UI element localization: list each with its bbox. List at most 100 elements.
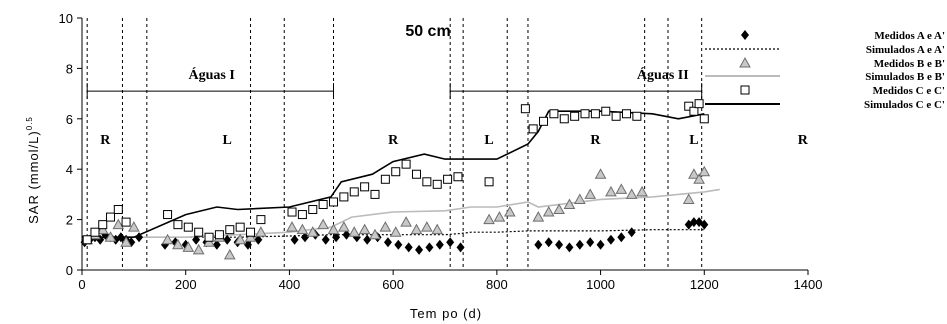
data-point [290, 234, 299, 245]
data-point [163, 210, 173, 220]
data-point [394, 239, 403, 250]
data-point [528, 124, 538, 134]
data-point [689, 106, 699, 116]
data-point [700, 219, 709, 230]
data-point [431, 223, 444, 235]
legend-label-2: Medidos B e B' [874, 58, 945, 70]
series-line-0 [81, 229, 705, 241]
data-point [106, 212, 116, 222]
data-point [214, 230, 224, 240]
data-point [234, 233, 247, 245]
data-point [590, 109, 600, 119]
data-point [570, 111, 580, 121]
data-point [622, 109, 631, 119]
data-point [596, 239, 605, 250]
legend-marker-0 [741, 30, 749, 40]
x-tick-label: 400 [279, 277, 301, 292]
data-point [532, 211, 545, 222]
x-tick-label: 600 [382, 277, 404, 292]
data-point [503, 206, 516, 217]
data-point [401, 159, 411, 169]
phase-label-5: L [689, 133, 698, 148]
x-tick-label: 1400 [794, 277, 823, 292]
x-tick-label: 1200 [690, 277, 719, 292]
data-point [369, 228, 381, 240]
data-point [688, 168, 700, 179]
data-point [135, 232, 144, 243]
legend-label-5: Simulados C e C' [864, 99, 945, 111]
data-point [318, 199, 328, 209]
y-tick-label: 10 [59, 11, 73, 26]
phase-label-4: R [590, 133, 601, 148]
data-point [584, 188, 597, 199]
data-point [379, 221, 392, 232]
data-point [90, 227, 100, 237]
data-point [121, 217, 131, 227]
simulated-series [81, 110, 720, 241]
x-tick-label: 200 [175, 277, 197, 292]
y-axis-label-superscript: 0.5 [25, 116, 34, 130]
data-point [360, 182, 370, 192]
data-point [605, 185, 617, 197]
data-point [611, 111, 621, 121]
data-point [484, 177, 494, 187]
data-point [698, 165, 711, 177]
data-point [82, 235, 92, 245]
data-point [363, 234, 372, 245]
data-point [332, 232, 341, 243]
data-point [98, 220, 108, 230]
data-point [389, 226, 402, 237]
phase-label-3: L [484, 133, 493, 148]
data-point [615, 183, 628, 194]
data-point [553, 203, 565, 215]
data-point [415, 244, 424, 255]
data-point [308, 205, 318, 215]
series-line-1 [81, 188, 720, 241]
legend-label-0: Medidos A e A' [874, 30, 945, 42]
data-point [404, 242, 413, 253]
phase-label-1: L [223, 133, 232, 148]
data-point [192, 234, 201, 245]
data-point [128, 221, 140, 232]
y-tick-label: 4 [66, 162, 73, 177]
data-point [339, 192, 349, 202]
legend-marker-2 [739, 56, 751, 68]
phase-label-6: R [798, 133, 809, 148]
legend: Medidos A e A' Simulados A e A' Medidos B … [705, 30, 945, 111]
legend-marker-4 [740, 85, 750, 95]
data-point [300, 232, 309, 243]
data-point [617, 232, 626, 243]
data-point [693, 173, 705, 184]
data-point [594, 168, 607, 179]
data-point [349, 187, 359, 197]
data-point [243, 239, 252, 250]
phase-label-0: R [100, 133, 111, 148]
period-brackets: Águas I Águas II [86, 66, 703, 100]
data-point [534, 239, 543, 250]
data-point [182, 241, 195, 252]
data-point [410, 223, 423, 235]
data-point [254, 234, 263, 245]
data-point [573, 193, 586, 204]
data-point [120, 236, 132, 247]
data-point [580, 109, 590, 119]
data-point [321, 234, 330, 245]
data-point [559, 114, 569, 124]
data-point [520, 104, 530, 114]
data-point [286, 221, 298, 232]
data-point [329, 197, 339, 207]
data-point [348, 226, 361, 237]
data-point [483, 213, 495, 225]
y-tick-label: 0 [66, 263, 73, 278]
series-line-2 [82, 110, 705, 238]
data-point [225, 225, 235, 235]
y-axis-label: SAR (mmol/L)0.5 [25, 116, 41, 224]
data-point [223, 234, 232, 245]
data-point [183, 222, 193, 232]
data-point [173, 220, 183, 230]
data-point [632, 111, 642, 121]
data-point [575, 239, 584, 250]
plot-area: Águas I Águas II 0 200 400 600 800 1000 1200 140… [59, 11, 823, 292]
data-point [391, 167, 401, 177]
